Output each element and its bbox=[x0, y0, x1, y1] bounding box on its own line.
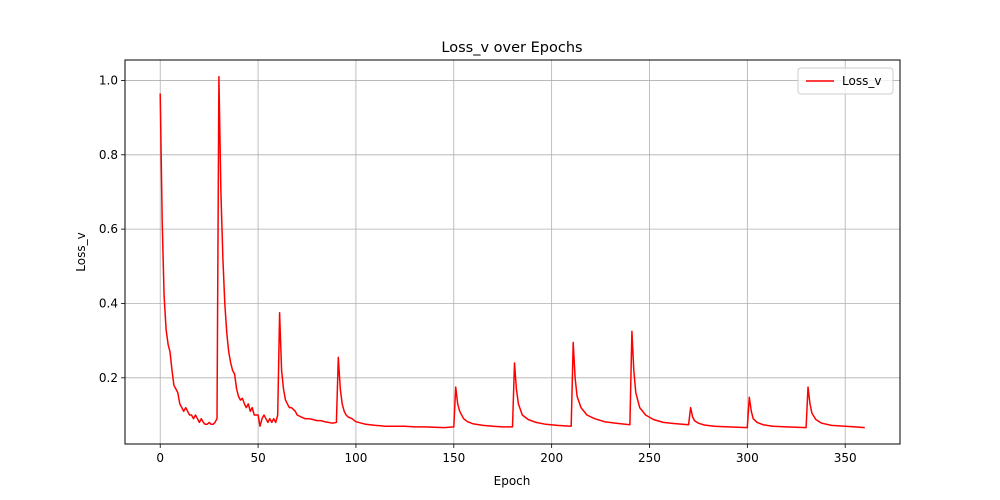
chart-title: Loss_v over Epochs bbox=[441, 40, 582, 56]
y-axis-label: Loss_v bbox=[74, 232, 88, 271]
series-lines bbox=[159, 75, 865, 429]
y-tick-label: 0.6 bbox=[99, 222, 118, 236]
y-tick-label: 1.0 bbox=[99, 73, 118, 87]
x-tick-label: 150 bbox=[442, 451, 465, 465]
x-tick-label: 250 bbox=[638, 451, 661, 465]
plot-frame bbox=[124, 59, 901, 445]
x-tick-label: 50 bbox=[250, 451, 265, 465]
x-tick-label: 100 bbox=[344, 451, 367, 465]
x-tick-label: 200 bbox=[540, 451, 563, 465]
legend-label-loss-v: Loss_v bbox=[842, 74, 881, 88]
series-line-loss-v bbox=[159, 75, 865, 429]
legend: Loss_v bbox=[797, 67, 894, 95]
y-tick-label: 0.2 bbox=[99, 371, 118, 385]
y-tick-label: 0.4 bbox=[99, 296, 118, 310]
axis-ticks: 0 50 100 150 200 250 300 350 0.2 0.4 0.6 0.8 1.0 bbox=[99, 73, 857, 465]
grid-lines bbox=[125, 60, 900, 444]
y-tick-label: 0.8 bbox=[99, 148, 118, 162]
legend-box bbox=[797, 67, 894, 95]
x-tick-label: 300 bbox=[736, 451, 759, 465]
x-tick-label: 350 bbox=[834, 451, 857, 465]
x-tick-label: 0 bbox=[156, 451, 164, 465]
x-axis-label: Epoch bbox=[494, 474, 531, 488]
